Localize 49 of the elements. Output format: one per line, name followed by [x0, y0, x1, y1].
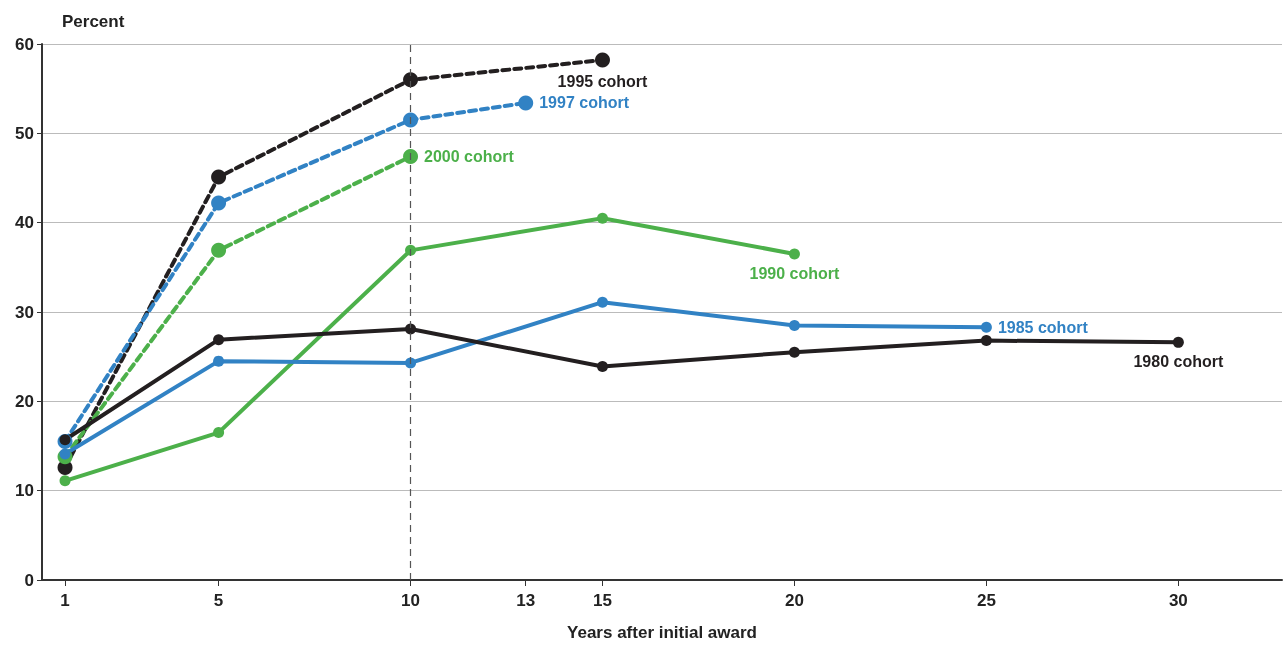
x-tick-label: 1: [60, 591, 70, 610]
point: [597, 296, 608, 308]
x-tick-label: 20: [784, 591, 804, 610]
point: [788, 248, 800, 260]
series-label: 1995 cohort: [557, 73, 649, 91]
x-tick-label: 25: [976, 591, 996, 610]
series-label: 1980 cohort: [1133, 353, 1224, 371]
point: [405, 357, 417, 369]
y-tick-label: 30: [15, 302, 34, 322]
point: [597, 212, 608, 224]
point: [213, 334, 225, 346]
x-tick-label: 30: [1168, 591, 1188, 610]
point: [1172, 336, 1184, 348]
point: [213, 427, 225, 439]
y-tick-label: 10: [15, 481, 34, 501]
series-label: 1990 cohort: [749, 264, 841, 282]
x-axis-title: Years after initial award: [567, 623, 757, 642]
y-tick-label: 50: [15, 123, 34, 143]
point: [518, 95, 534, 111]
x-tick-label: 15: [593, 591, 612, 610]
series-label: 2000 cohort: [424, 148, 515, 166]
y-tick-label: 40: [15, 213, 34, 233]
x-tick-label: 13: [516, 591, 536, 610]
point: [405, 244, 417, 256]
y-tick-label: 60: [15, 34, 34, 54]
point: [403, 112, 419, 128]
point: [788, 346, 800, 358]
point: [213, 355, 225, 367]
x-tick-label: 10: [401, 591, 421, 610]
point: [597, 361, 608, 372]
point: [211, 169, 227, 185]
point: [788, 319, 800, 331]
point: [211, 195, 227, 211]
x-tick-label: 5: [213, 591, 224, 610]
point: [59, 475, 71, 487]
point: [595, 52, 610, 68]
series-label: 1997 cohort: [539, 94, 630, 112]
y-tick-label: 20: [15, 391, 34, 411]
point: [980, 335, 992, 347]
point: [59, 434, 71, 446]
y-axis-title: Percent: [62, 12, 125, 31]
point: [403, 149, 419, 165]
point: [59, 448, 71, 460]
y-tick-label: 0: [24, 570, 34, 590]
series-label: 1985 cohort: [997, 318, 1089, 336]
point: [403, 72, 419, 88]
point: [211, 242, 227, 258]
point: [980, 321, 992, 333]
point: [405, 323, 417, 335]
